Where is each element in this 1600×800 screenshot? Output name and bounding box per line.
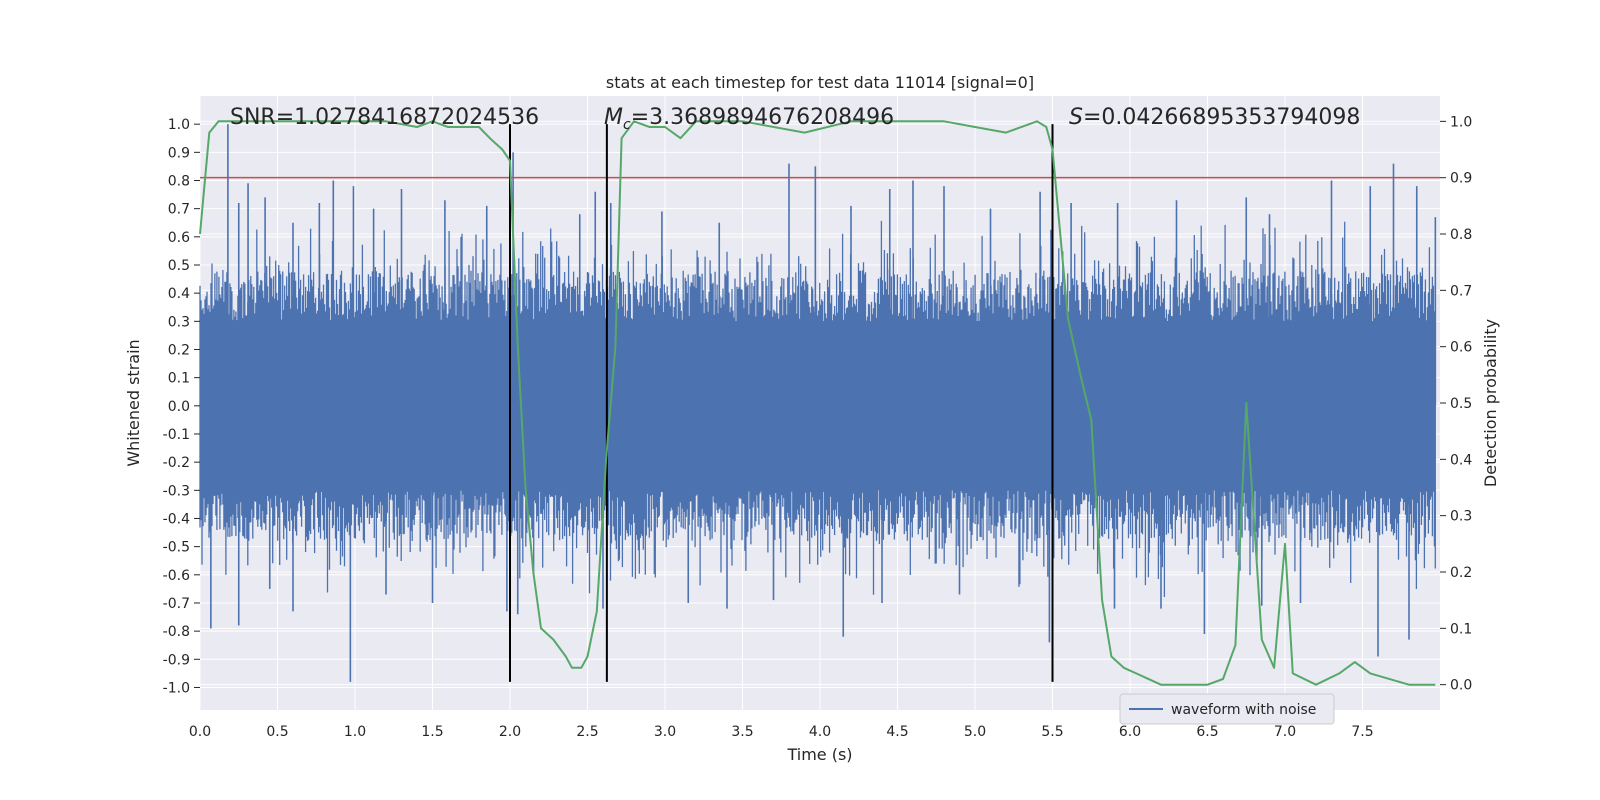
legend-box [1119, 693, 1335, 725]
x-tick-label: 0.0 [189, 724, 211, 740]
y-tick-label: -0.3 [163, 483, 190, 499]
y2-tick-label: 0.6 [1450, 340, 1472, 356]
y-tick-label: -0.7 [163, 596, 190, 612]
y-tick-label: 0.9 [168, 145, 190, 161]
y2-tick-label: 0.0 [1450, 678, 1472, 694]
x-tick-label: 2.5 [576, 724, 598, 740]
chirp-mass-annotation: Mc=3.3689894676208496 [604, 105, 894, 133]
y-tick-label: 0.8 [168, 173, 190, 189]
y2-axis: 1.0 0.9 0.8 0.7 0.6 0.5 0.4 0.3 0.2 0.1 0.0 [1440, 114, 1472, 694]
x-tick-label: 4.5 [886, 724, 908, 740]
y-tick-label: 0.1 [168, 371, 190, 387]
y-tick-label: -0.2 [163, 455, 190, 471]
y2-tick-label: 0.8 [1450, 227, 1472, 243]
x-tick-label: 6.5 [1196, 724, 1218, 740]
y2-tick-label: 0.9 [1450, 171, 1472, 187]
legend-label: waveform with noise [1171, 702, 1316, 718]
probability-series [199, 120, 1436, 686]
chirp-mass-subscript: c [623, 117, 631, 133]
y-tick-label: -1.0 [163, 680, 190, 696]
x-tick-label: 6.0 [1119, 724, 1141, 740]
x-tick-label: 7.0 [1274, 724, 1296, 740]
y-tick-label: 0.3 [168, 314, 190, 330]
x-axis: 0.0 0.5 1.0 1.5 2.0 2.5 3.0 3.5 4.0 4.5 5.0 5.5 6.0 6… [189, 724, 1374, 740]
y-tick-label: 0.5 [168, 258, 190, 274]
y-tick-label: 0.4 [168, 286, 190, 302]
y-tick-label: -0.9 [163, 652, 190, 668]
chirp-mass-value: =3.3689894676208496 [631, 105, 894, 130]
y2-tick-label: 0.3 [1450, 509, 1472, 525]
x-tick-label: 3.5 [731, 724, 753, 740]
x-tick-label: 1.5 [421, 724, 443, 740]
y2-tick-label: 0.7 [1450, 283, 1472, 299]
x-tick-label: 5.0 [964, 724, 986, 740]
chirp-mass-symbol: M [604, 105, 623, 130]
x-tick-label: 2.0 [499, 724, 521, 740]
s-value: =0.04266895353794098 [1083, 105, 1360, 130]
y-tick-label: 0.2 [168, 342, 190, 358]
y-axis-label: Whitened strain [124, 339, 143, 466]
y2-tick-label: 0.1 [1450, 621, 1472, 637]
y-axis: 1.0 0.9 0.8 0.7 0.6 0.5 0.4 0.3 0.2 0.1 0.0 -0.1 -0.… [163, 117, 200, 696]
y-tick-label: -0.8 [163, 624, 190, 640]
y2-tick-label: 0.4 [1450, 452, 1472, 468]
y2-tick-label: 0.5 [1450, 396, 1472, 412]
s-annotation: S=0.04266895353794098 [1069, 105, 1360, 130]
waveform-core [200, 321, 1436, 491]
y2-tick-label: 0.2 [1450, 565, 1472, 581]
y-tick-label: -0.1 [163, 427, 190, 443]
snr-annotation: SNR=1.0278416872024536 [230, 105, 539, 130]
s-symbol: S [1069, 105, 1083, 130]
y-tick-label: 0.6 [168, 230, 190, 246]
y-tick-label: 1.0 [168, 117, 190, 133]
x-axis-label: Time (s) [786, 745, 852, 764]
x-tick-label: 1.0 [344, 724, 366, 740]
marker-lines [509, 124, 1054, 682]
x-tick-label: 0.5 [266, 724, 288, 740]
y-tick-label: 0.0 [168, 399, 190, 415]
x-tick-label: 4.0 [809, 724, 831, 740]
y2-axis-label: Detection probability [1481, 319, 1500, 487]
y-tick-label: -0.5 [163, 540, 190, 556]
chart-title: stats at each timestep for test data 110… [606, 73, 1034, 92]
probability-line [199, 120, 1436, 686]
y-tick-label: 0.7 [168, 202, 190, 218]
x-tick-label: 5.5 [1041, 724, 1063, 740]
x-tick-label: 7.5 [1351, 724, 1373, 740]
y-tick-label: -0.4 [163, 511, 190, 527]
waveform-series [199, 124, 1437, 682]
y-tick-label: -0.6 [163, 568, 190, 584]
x-tick-label: 3.0 [654, 724, 676, 740]
legend: waveform with noise [1119, 693, 1335, 725]
y2-tick-label: 1.0 [1450, 114, 1472, 130]
